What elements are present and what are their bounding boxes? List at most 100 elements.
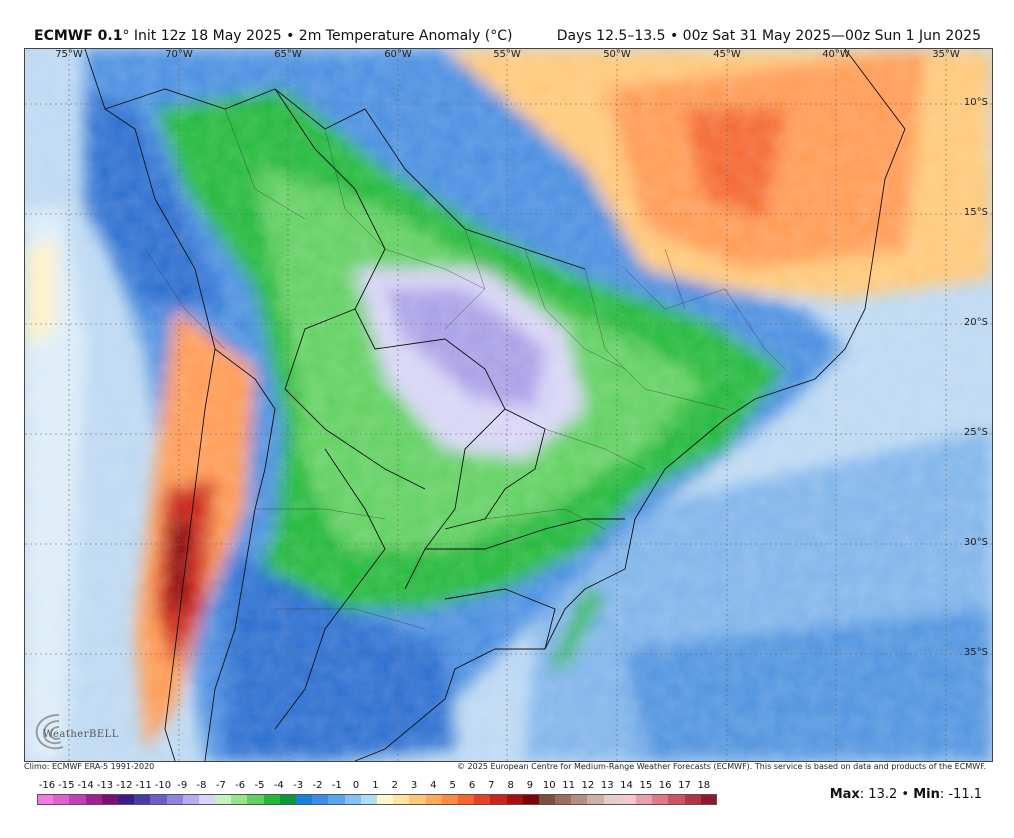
colorbar-swatch (247, 794, 265, 805)
colorbar-swatch (393, 794, 410, 805)
colorbar-swatch (538, 794, 556, 805)
colorbar-tick: 2 (391, 780, 398, 791)
colorbar-swatch (344, 794, 362, 805)
colorbar-swatch (409, 794, 427, 805)
valid-time: Days 12.5–13.5 • 00z Sat 31 May 2025—00z… (556, 28, 981, 44)
colorbar-tick: 12 (581, 780, 595, 791)
lon-label: 55°W (493, 49, 521, 60)
colorbar-swatch (279, 794, 297, 805)
title-description: Init 12z 18 May 2025 • 2m Temperature An… (133, 28, 513, 44)
colorbar-tick: 16 (658, 780, 672, 791)
colorbar-tick: 8 (507, 780, 514, 791)
colorbar-swatch (182, 794, 200, 805)
lat-label: 30°S (963, 537, 988, 548)
colorbar-swatch (474, 794, 491, 805)
colorbar-legend: -16 -15 -14 -13 -12 -11 -10 -9 -8 -7 -6 -5 -4 -3 -2 -1 0… (37, 780, 718, 810)
colorbar-tick: -13 (96, 780, 114, 791)
colorbar-tick: -6 (235, 780, 246, 791)
state-boundaries (144, 108, 786, 630)
lat-label: 35°S (963, 647, 988, 658)
colorbar-tick: -2 (312, 780, 323, 791)
colorbar-tick: 3 (410, 780, 418, 791)
colorbar-tick: 6 (468, 780, 476, 791)
colorbar-swatch (490, 794, 508, 805)
colorbar-tick: -1 (331, 780, 342, 791)
map-header: ECMWF 0.1° Init 12z 18 May 2025 • 2m Tem… (0, 0, 1014, 48)
colorbar-swatch (652, 794, 669, 805)
colorbar-tick: 13 (600, 780, 614, 791)
colorbar-tick: 0 (352, 780, 360, 791)
colorbar-swatch (377, 794, 394, 805)
colorbar-swatch (619, 794, 637, 805)
colorbar-tick: -11 (135, 780, 152, 791)
min-label: Min (913, 787, 940, 802)
lon-label: 35°W (932, 49, 960, 60)
colorbar-swatch (684, 794, 702, 805)
colorbar-tick: -15 (58, 780, 75, 791)
colorbar-tick: 11 (562, 780, 575, 791)
colorbar-tick: -12 (116, 780, 133, 791)
colorbar-swatch (636, 794, 653, 805)
colorbar-tick: 14 (620, 780, 633, 791)
colorbar-swatch (555, 794, 572, 805)
lon-label: 60°W (384, 49, 412, 60)
colorbar-swatch (150, 794, 168, 805)
colorbar-swatch (101, 794, 119, 805)
max-value: : 13.2 • (859, 787, 914, 802)
colorbar-swatch (328, 794, 346, 805)
colorbar-tick: -14 (77, 780, 94, 791)
copyright-note: © 2025 European Centre for Medium-Range … (457, 762, 986, 771)
lon-label: 40°W (822, 49, 850, 60)
lat-label: 10°S (963, 97, 988, 108)
colorbar-tick: -9 (177, 780, 188, 791)
map-title: ECMWF 0.1° Init 12z 18 May 2025 • 2m Tem… (34, 28, 512, 44)
model-name: ECMWF 0.1 (34, 28, 123, 44)
colorbar-tick: -4 (273, 780, 284, 791)
temperature-anomaly-map: 75°W 70°W 65°W 60°W 55°W 50°W 45°W 40°W … (24, 48, 993, 762)
colorbar-tick: -16 (38, 780, 56, 791)
colorbar-tick: 4 (430, 780, 437, 791)
colorbar-tick: 10 (542, 780, 556, 791)
colorbar-swatch (425, 794, 443, 805)
colorbar-swatch (117, 794, 135, 805)
colorbar-swatch (215, 794, 232, 805)
colorbar-swatch (85, 794, 103, 805)
colorbar-tick: 5 (449, 780, 456, 791)
colorbar-swatch (587, 794, 605, 805)
colorbar-swatch (312, 794, 329, 805)
colorbar-swatch (441, 794, 459, 805)
colorbar-tick: 18 (697, 780, 711, 791)
field-texture (25, 49, 992, 761)
colorbar-tick: -5 (254, 780, 265, 791)
colorbar-tick: 7 (488, 780, 495, 791)
colorbar-swatch (134, 794, 151, 805)
lat-label: 25°S (963, 427, 988, 438)
degree-mark: ° (122, 28, 130, 44)
colorbar-swatch (506, 794, 524, 805)
lon-label: 75°W (55, 49, 83, 60)
colorbar-tick: -3 (293, 780, 304, 791)
colorbar-swatch (231, 794, 248, 805)
graticule (25, 49, 992, 761)
colorbar-swatch (53, 794, 70, 805)
lon-label: 70°W (165, 49, 193, 60)
lat-label: 15°S (963, 207, 988, 218)
max-min-stats: Max: 13.2 • Min: -11.1 (830, 787, 982, 802)
lon-label: 45°W (713, 49, 741, 60)
colorbar-swatch (603, 794, 621, 805)
colorbar-swatch (37, 794, 54, 805)
colorbar-tick: -7 (215, 780, 226, 791)
colorbar-tick: 9 (526, 780, 534, 791)
colorbar-swatch (571, 794, 588, 805)
colorbar-swatch (360, 794, 378, 805)
map-canvas (25, 49, 992, 761)
colorbar-swatch (668, 794, 686, 805)
swirl-icon (35, 714, 64, 750)
colorbar-swatch (263, 794, 281, 805)
colorbar-tick: -10 (154, 780, 172, 791)
weatherbell-logo: WeatherBELL (29, 709, 119, 755)
lon-label: 65°W (274, 49, 302, 60)
colorbar-tick: -8 (196, 780, 207, 791)
climo-note: Climo: ECMWF ERA-5 1991-2020 (24, 762, 155, 771)
colorbar-swatch (296, 794, 313, 805)
